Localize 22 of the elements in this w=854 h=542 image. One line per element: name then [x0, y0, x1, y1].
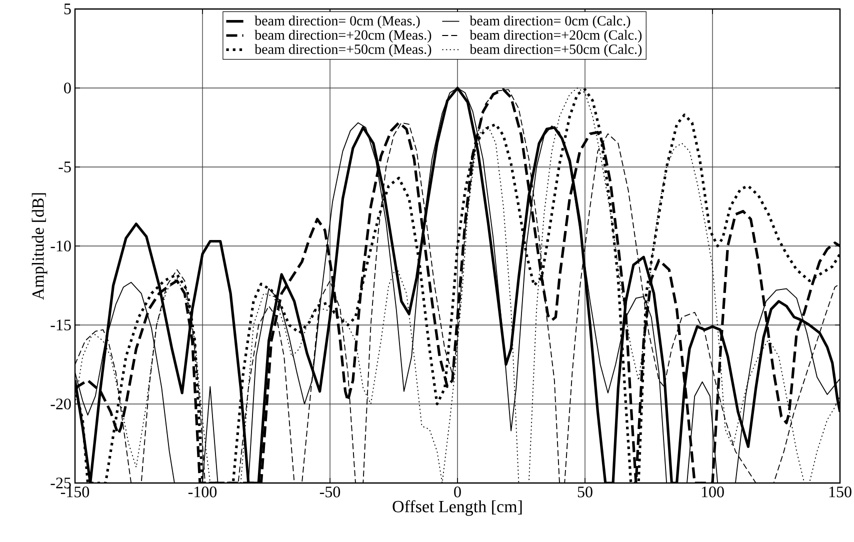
y-tick-label: 5: [64, 4, 71, 14]
y-tick-label: -25: [50, 478, 71, 488]
legend-label: beam direction=+20cm (Meas.): [254, 30, 432, 43]
x-tick-label: 50: [578, 486, 592, 498]
x-tick-label: -150: [60, 486, 90, 498]
y-tick-label: 0: [64, 82, 71, 94]
y-tick-label: -20: [50, 398, 71, 410]
x-axis-title: Offset Length [cm]: [392, 500, 522, 516]
y-axis-title: Amplitude [dB]: [32, 193, 48, 300]
x-tick-label: 0: [454, 486, 461, 498]
y-tick-label: -5: [58, 162, 71, 172]
legend-label: beam direction=+50cm (Calc.): [470, 44, 642, 57]
legend-label: beam direction=+50cm (Meas.): [254, 44, 432, 57]
legend-label: beam direction= 0cm (Meas.): [254, 16, 420, 28]
y-tick-label: -10: [50, 240, 71, 252]
x-tick-label: -100: [188, 486, 217, 498]
x-tick-label: 100: [702, 486, 724, 498]
x-tick-label: -50: [320, 486, 340, 498]
y-tick-label: -15: [50, 320, 71, 330]
legend-label: beam direction= 0cm (Calc.): [470, 16, 630, 28]
x-tick-label: 150: [829, 486, 852, 498]
legend-label: beam direction=+20cm (Calc.): [470, 30, 642, 43]
